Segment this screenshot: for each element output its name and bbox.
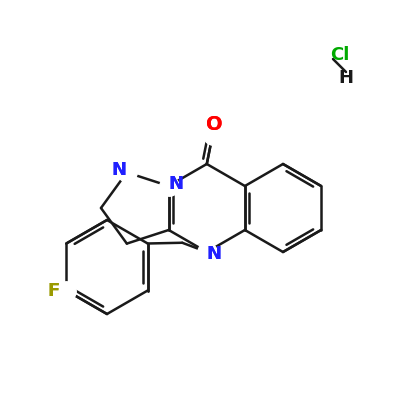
Text: N: N	[111, 162, 126, 180]
Text: N: N	[206, 245, 221, 263]
Text: Cl: Cl	[330, 46, 349, 64]
Text: H: H	[338, 69, 354, 87]
Text: F: F	[47, 282, 60, 300]
Text: N: N	[206, 245, 221, 263]
Text: N: N	[168, 175, 183, 193]
Text: O: O	[206, 115, 223, 134]
Text: O: O	[206, 115, 223, 134]
Text: F: F	[47, 282, 60, 300]
Text: N: N	[168, 175, 183, 193]
Text: N: N	[111, 162, 126, 180]
